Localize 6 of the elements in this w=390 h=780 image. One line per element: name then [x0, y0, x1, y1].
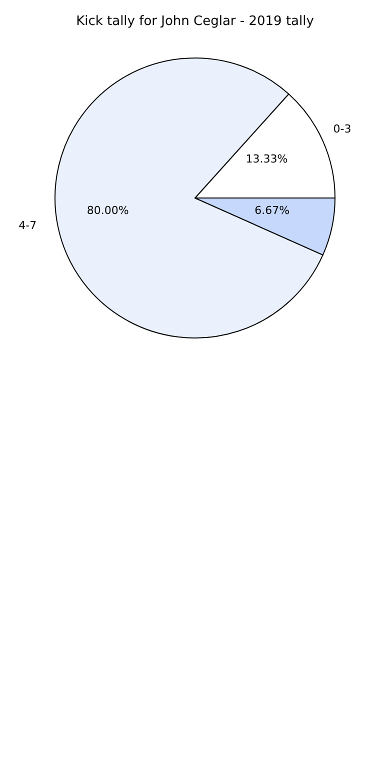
data-label: 13.33%	[246, 152, 288, 166]
chart-title: Kick tally for John Ceglar - 2019 tally	[75, 14, 315, 29]
data-label: 6.67%	[254, 204, 290, 217]
slice-label: 0-3	[333, 122, 352, 136]
slice-label: 4-7	[18, 219, 37, 232]
data-label: 80.00%	[86, 204, 129, 217]
